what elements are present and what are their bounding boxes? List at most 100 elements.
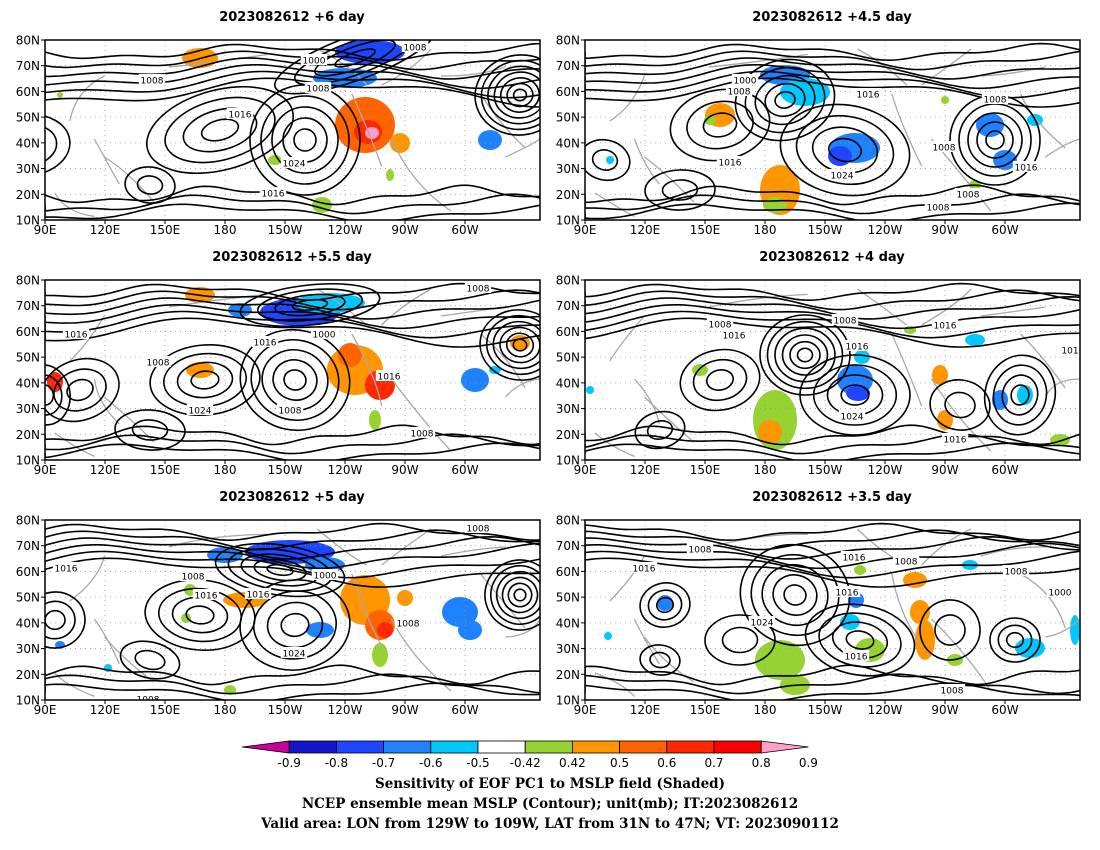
lat-tick-label: 40N [16,376,40,390]
colorbar-label: 0.9 [799,756,818,770]
lon-tick-label: 60W [991,223,1018,237]
map-frame [584,279,1081,461]
shading-patch [510,335,530,351]
contour-label: 1016 [254,339,277,349]
lon-tick-label: 120E [630,463,661,477]
colorbar-label: -0.9 [277,756,300,770]
lon-tick-label: 120E [630,703,661,717]
colorbar-label: 0.7 [704,756,723,770]
lat-tick-label: 80N [556,514,580,528]
contour-label: 1016 [723,332,746,342]
lat-tick-label: 30N [16,642,40,656]
colorbar-swatch [383,740,432,754]
lon-tick-label: 150E [150,463,181,477]
lon-tick-label: 120W [868,463,903,477]
contour-label: 1008 [933,144,956,154]
contour-label: 1016 [195,592,218,602]
shading-patch [372,643,388,667]
shading-patch [604,632,612,640]
contour-label: 1016 [247,591,270,601]
lat-tick-label: 40N [556,136,580,150]
lon-tick-label: 180 [754,463,777,477]
lon-tick-label: 90E [574,223,597,237]
shading-patch [910,600,930,624]
contour-label: 1000 [313,331,336,341]
map-frame [44,39,541,221]
lat-tick-label: 80N [16,34,40,48]
lat-tick-label: 70N [16,299,40,313]
colorbar: -0.9 -0.8 -0.7 -0.6 -0.5 -0.42 0.42 0.5 0.6 0.7 0.… [241,740,818,770]
lon-tick-label: 60W [451,223,478,237]
shading-patch [478,130,502,150]
contour-label: 1016 [843,554,866,564]
contour-labels: 1008 1016 1000 1016 1008 1016 1024 1008 1008 [62,282,492,440]
colorbar-swatch [477,740,526,754]
lat-tick-label: 80N [16,514,40,528]
panel-title: 2023082612 +3.5 day [752,490,912,505]
shading-patch [846,385,870,401]
caption-line-2: NCEP ensemble mean MSLP (Contour); unit(… [301,796,799,812]
lat-tick-label: 10N [556,454,580,468]
panel-title: 2023082612 +4 day [759,250,905,265]
lon-tick-label: 120E [90,223,121,237]
lat-tick-label: 80N [556,34,580,48]
colorbar-label: 0.6 [657,756,676,770]
contour-label: 1016 [633,565,656,575]
lat-tick-label: 20N [556,428,580,442]
contour-label: 1016 [944,436,967,446]
contour-label: 1024 [283,160,306,170]
lon-tick-label: 60W [451,463,478,477]
lat-tick-label: 10N [16,214,40,228]
contour-label: 1008 [404,44,427,54]
lat-tick-label: 70N [556,299,580,313]
lon-tick-label: 90E [34,703,57,717]
contour-label: 1008 [895,558,918,568]
map-plot-area: 1008 1016 1008 1016 1008 1016 1000 1024 1016 1008 [585,520,1080,700]
lat-tick-label: 30N [16,402,40,416]
lat-tick-label: 60N [16,85,40,99]
lat-tick-label: 50N [556,591,580,605]
shading-patch [442,597,478,627]
lon-tick-label: 60W [991,463,1018,477]
contour-label: 1008 [397,620,420,630]
sensitivity-shading [57,40,502,213]
lon-tick-label: 90W [931,463,958,477]
lat-tick-label: 60N [16,565,40,579]
lon-tick-label: 150E [690,703,721,717]
shading-patch [458,620,482,640]
lon-tick-label: 90E [574,703,597,717]
lon-tick-label: 120W [868,223,903,237]
shading-patch [1070,615,1080,645]
contour-label: 101 [1061,347,1078,357]
contour-label: 1016 [262,190,285,200]
lat-tick-label: 40N [556,616,580,630]
lat-tick-label: 20N [556,668,580,682]
shading-patch [758,420,782,444]
lat-tick-label: 70N [16,539,40,553]
shading-patch [386,169,394,181]
colorbar-label: -0.5 [466,756,489,770]
lat-tick-label: 70N [556,539,580,553]
mslp-contours [585,282,1080,460]
contour-label: 1016 [846,343,869,353]
map-panel-1: 2023082612 +6 day 1008 1000 1008 1008 1016 102… [16,10,541,237]
contour-label: 1008 [728,88,751,98]
lon-tick-label: 150E [150,223,181,237]
lat-tick-label: 10N [556,214,580,228]
lon-tick-label: 180 [754,223,777,237]
shading-patch [965,334,985,346]
lon-tick-label: 120E [90,703,121,717]
colorbar-swatch [288,740,337,754]
shading-patch [369,410,381,430]
colorbar-swatch [572,740,621,754]
contour-label: 1016 [55,565,78,575]
colorbar-swatch [335,740,384,754]
colorbar-swatch [241,740,290,754]
lon-tick-label: 120W [868,703,903,717]
lat-tick-label: 30N [556,162,580,176]
